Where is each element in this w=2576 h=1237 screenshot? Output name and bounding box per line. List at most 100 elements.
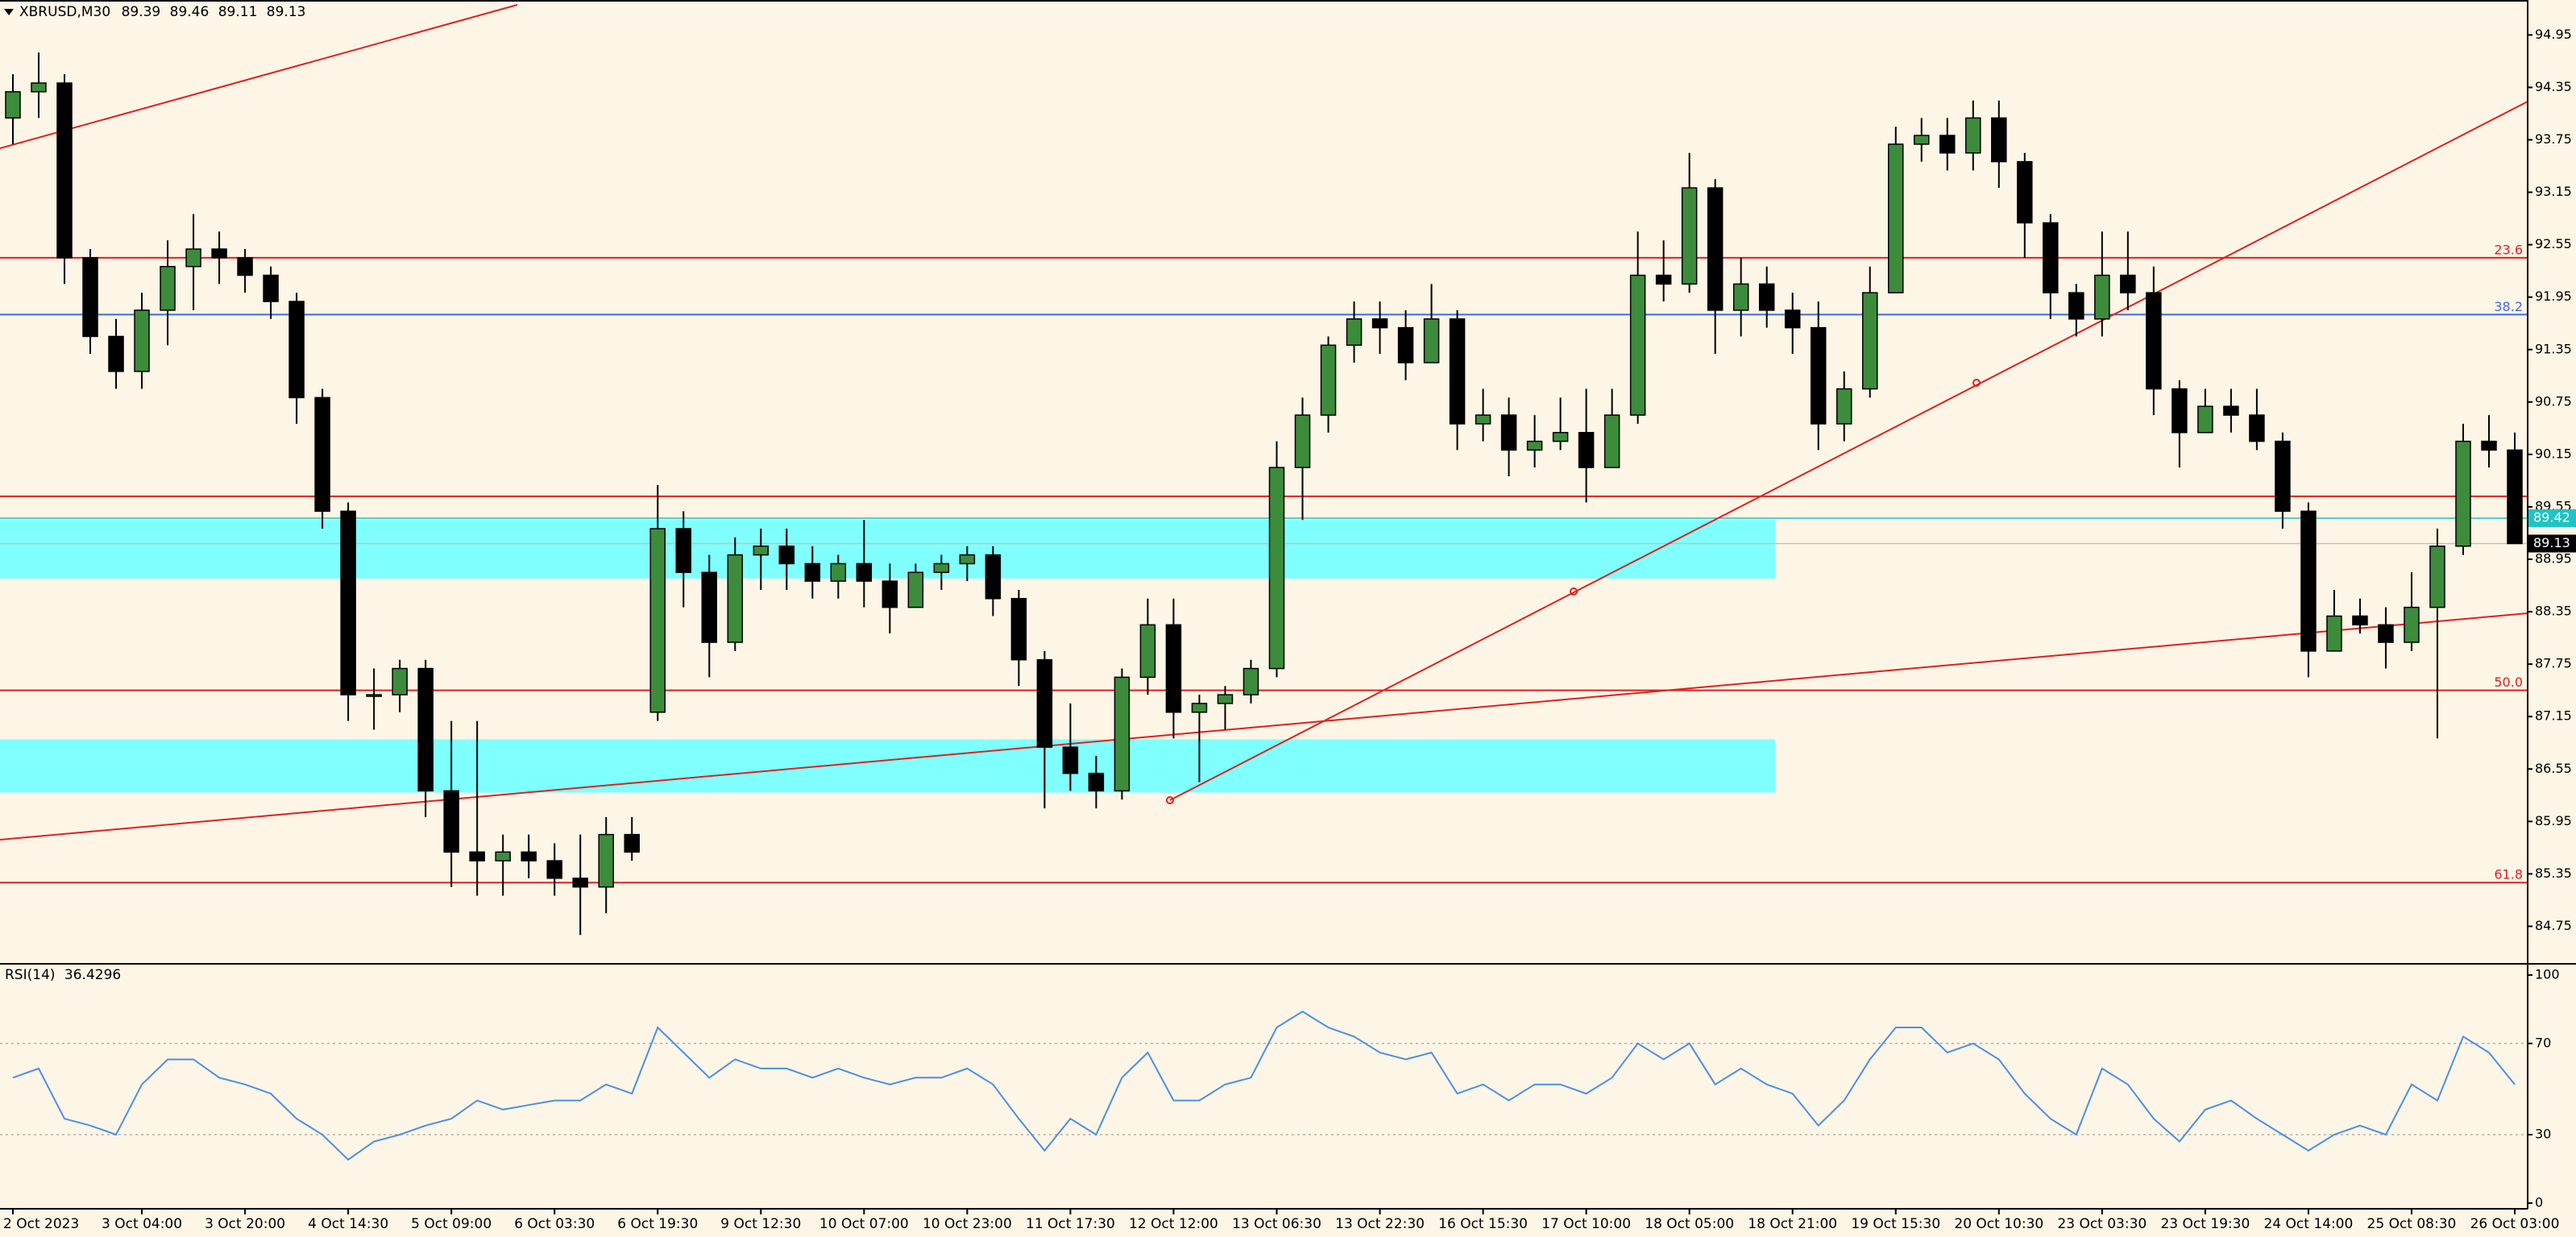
level-label: 38.2 [2494,299,2523,314]
y-tick-label: 100 [2535,966,2560,982]
candle-body [1939,135,1956,154]
candle-body [1681,187,1698,285]
candle-body [288,301,305,399]
candle-body [1526,440,1543,451]
candle-body [701,571,718,643]
x-tick-label: 6 Oct 19:30 [617,1216,698,1232]
candle-body [2429,545,2445,608]
candle-body [1294,414,1311,468]
x-tick-label: 13 Oct 22:30 [1335,1216,1425,1232]
y-tick-label: 88.95 [2535,551,2572,567]
x-tick-label: 4 Oct 14:30 [308,1216,388,1232]
candle-body [160,265,176,311]
x-tick-label: 3 Oct 20:00 [205,1216,285,1232]
trend-anchor[interactable] [1972,379,1981,387]
y-tick-label: 94.95 [2535,27,2572,42]
time-axis-area [0,1210,2576,1237]
candle-body [2507,449,2523,545]
candle-body [1268,467,1285,670]
candle-body [727,554,744,643]
symbol: XBRUSD,M30 [19,4,110,20]
x-tick-label: 9 Oct 12:30 [720,1216,801,1232]
x-tick-label: 5 Oct 09:00 [411,1216,492,1232]
candle-body [753,545,769,556]
candle-body [1629,274,1646,416]
candle-body [1965,117,1981,154]
candle-body [1707,187,1724,311]
candle-body [649,528,666,713]
candle-body [1010,598,1027,661]
candle-body [1758,283,1775,311]
x-tick-label: 18 Oct 21:00 [1748,1216,1837,1232]
candle-body [1114,676,1130,792]
trend-line[interactable] [0,4,518,149]
trend-anchor[interactable] [1570,587,1578,596]
candle-body [495,851,511,861]
candle-body [933,562,950,574]
candle-body [1914,135,1930,145]
x-tick-label: 10 Oct 07:00 [819,1216,909,1232]
x-tick-label: 10 Oct 23:00 [923,1216,1012,1232]
menu-arrow[interactable] [4,9,14,15]
candle-body [2120,274,2136,294]
candle-body [2017,160,2033,224]
candle-body [598,833,614,888]
candle-body [2326,615,2342,652]
x-tick-label: 18 Oct 05:00 [1645,1216,1734,1232]
candle-body [1552,432,1569,442]
candle-body [237,257,253,276]
candle-body [185,248,201,268]
candle-body [2300,510,2317,652]
candle-body [1784,309,1801,329]
y-tick-label: 91.95 [2535,288,2572,304]
candle-body [1423,318,1440,363]
candle-body [521,851,537,861]
candle-body [675,528,692,574]
candle-body [959,554,976,565]
y-tick-label: 90.15 [2535,446,2572,461]
candle-body [443,790,459,853]
open-value: 89.39 [122,4,161,20]
trend-lines [0,4,2528,841]
price-marker [2528,509,2576,528]
y-tick-label: 87.75 [2535,656,2572,671]
price-marker-label: 89.42 [2533,510,2570,525]
candle-body [1088,772,1105,792]
candle-body [1139,624,1156,679]
trend-line[interactable] [0,612,2528,841]
candle-body [1217,694,1234,704]
indicator-value: 36.4296 [64,967,121,983]
x-tick-label: 3 Oct 04:00 [102,1216,182,1232]
indicator-header: RSI(14) 36.4296 [5,967,121,983]
candle-body [2455,440,2471,547]
price-marker [2528,534,2576,553]
candle-body [985,554,1002,600]
y-tick-label: 88.35 [2535,604,2572,619]
candle-body [1191,703,1208,713]
candle-body [830,562,847,582]
candle-body [134,309,150,372]
y-tick-label: 93.15 [2535,184,2572,199]
trend-anchor[interactable] [1166,796,1174,804]
candle-body [2197,405,2213,434]
y-tick-label: 94.35 [2535,79,2572,94]
candle-body [1861,292,1878,390]
y-tick-label: 85.95 [2535,813,2572,828]
y-tick-label: 30 [2535,1127,2551,1142]
candle-body [907,571,924,608]
y-tick-label: 0 [2535,1194,2543,1210]
candle-body [56,82,73,259]
candle-body [856,562,873,582]
candle-body [1165,624,1182,713]
candle-body [1888,143,1904,294]
candle-body [82,257,98,338]
price-axis-area [2528,0,2576,1237]
candle-body [804,562,821,582]
candle-body [1475,414,1491,425]
candle-body [1449,318,1466,425]
trend-line[interactable] [1169,101,2528,801]
candle-body [1036,658,1053,748]
y-tick-label: 93.75 [2535,131,2572,147]
y-tick-label: 92.55 [2535,236,2572,251]
